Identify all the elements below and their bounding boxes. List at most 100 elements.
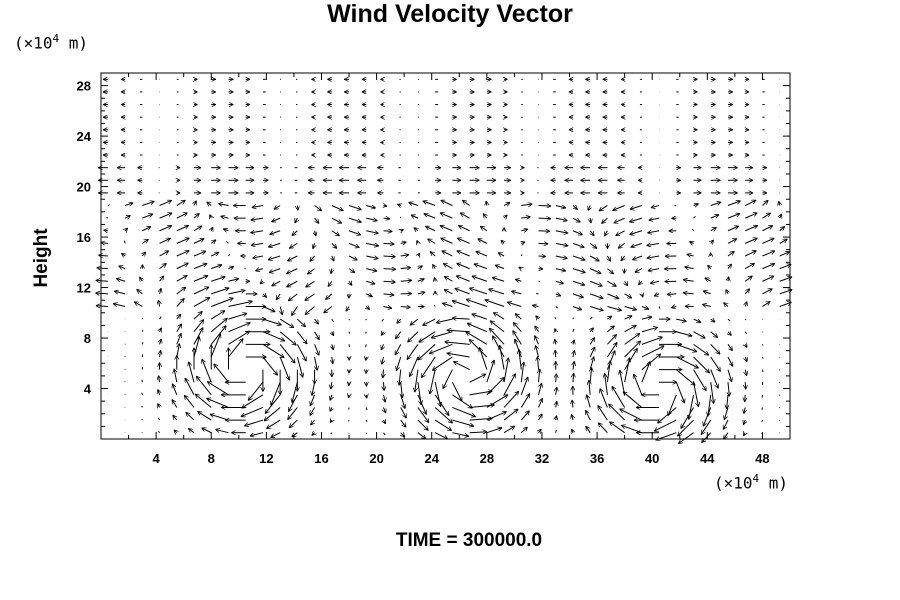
wind-vector [264, 407, 281, 420]
wind-vector [705, 277, 712, 281]
wind-vector [642, 294, 643, 297]
wind-vector [745, 225, 758, 232]
wind-vector [432, 264, 436, 268]
wind-vector [331, 243, 337, 248]
wind-vector [469, 288, 487, 295]
wind-vector [443, 263, 453, 270]
wind-vector [310, 394, 316, 406]
wind-vector [202, 359, 212, 383]
wind-vector [160, 328, 162, 332]
wind-vector [590, 367, 591, 383]
wind-vector [121, 253, 125, 256]
y-tick-label: 20 [77, 180, 91, 195]
wind-vector [348, 255, 357, 261]
wind-vector [348, 217, 362, 222]
wind-vector [556, 401, 557, 408]
wind-vector [762, 276, 774, 282]
wind-vector [503, 425, 515, 434]
wind-vector [96, 306, 108, 307]
wind-vector [176, 212, 188, 219]
wind-vector [515, 279, 522, 281]
wind-vector [315, 318, 319, 324]
wind-vector [160, 288, 162, 294]
wind-vector [422, 318, 436, 326]
wind-vector [296, 331, 307, 344]
wind-vector [538, 206, 552, 207]
wind-vector [433, 304, 436, 307]
wind-vector [649, 218, 660, 220]
wind-vector [218, 204, 229, 206]
wind-vector [252, 256, 264, 258]
wind-vector [193, 239, 204, 244]
wind-vector [124, 240, 126, 244]
wind-vector [538, 231, 550, 232]
wind-vector [366, 231, 378, 234]
wind-vector [607, 280, 616, 287]
wind-vector [503, 391, 519, 408]
wind-vector [743, 420, 745, 425]
wind-vector [315, 230, 316, 236]
wind-vector [745, 213, 757, 219]
wind-vector [727, 344, 733, 350]
wind-vector [400, 306, 411, 307]
wind-vector [710, 226, 717, 231]
wind-vector [572, 293, 584, 298]
wind-vector [462, 200, 470, 206]
wind-vector [710, 356, 721, 372]
wind-vector [641, 345, 664, 358]
wind-vector [432, 356, 453, 370]
wind-vector [710, 382, 714, 403]
wind-vector [453, 360, 470, 371]
wind-vector [430, 369, 436, 395]
wind-vector [744, 199, 756, 206]
wind-vector [383, 407, 385, 413]
wind-vector [292, 230, 298, 236]
wind-vector [366, 256, 378, 259]
wind-vector [483, 214, 487, 219]
wind-vector [241, 406, 264, 416]
x-tick-label: 48 [755, 451, 769, 466]
wind-vector [417, 240, 418, 243]
wind-vector [486, 377, 505, 396]
wind-vector [535, 326, 539, 332]
wind-vector [325, 293, 333, 300]
wind-vector [312, 433, 315, 436]
wind-vector [762, 213, 770, 219]
wind-vector [365, 344, 367, 348]
wind-vector [440, 225, 453, 232]
wind-vector [693, 343, 709, 355]
wind-vector [176, 333, 181, 345]
wind-vector [193, 251, 206, 257]
wind-vector [194, 201, 197, 206]
wind-vector [106, 216, 109, 219]
wind-vector [176, 251, 189, 257]
wind-vector [651, 206, 660, 208]
wind-vector [708, 394, 712, 416]
wind-vector [186, 412, 195, 421]
wind-vector [383, 382, 384, 390]
wind-vector [417, 382, 421, 405]
wind-vector [556, 416, 557, 420]
wind-vector [265, 394, 281, 414]
wind-vector [349, 281, 352, 285]
x-tick-label: 4 [153, 451, 161, 466]
wind-vector [430, 252, 436, 257]
wind-vector [348, 268, 355, 273]
wind-vector [268, 255, 281, 260]
x-axis-unit: (×104 m) [714, 472, 789, 493]
wind-vector [472, 276, 488, 282]
wind-vector [616, 230, 625, 237]
wind-vector [124, 203, 133, 206]
wind-vector [210, 214, 212, 218]
wind-vector [493, 312, 505, 320]
wind-vector [331, 318, 334, 322]
wind-vector [727, 251, 734, 257]
wind-vector [538, 256, 546, 257]
wind-vector [113, 304, 126, 307]
wind-vector [221, 216, 229, 218]
wind-vector [702, 304, 711, 306]
wind-vector [625, 280, 628, 286]
wind-vector [141, 405, 143, 408]
wind-vector [158, 431, 160, 434]
